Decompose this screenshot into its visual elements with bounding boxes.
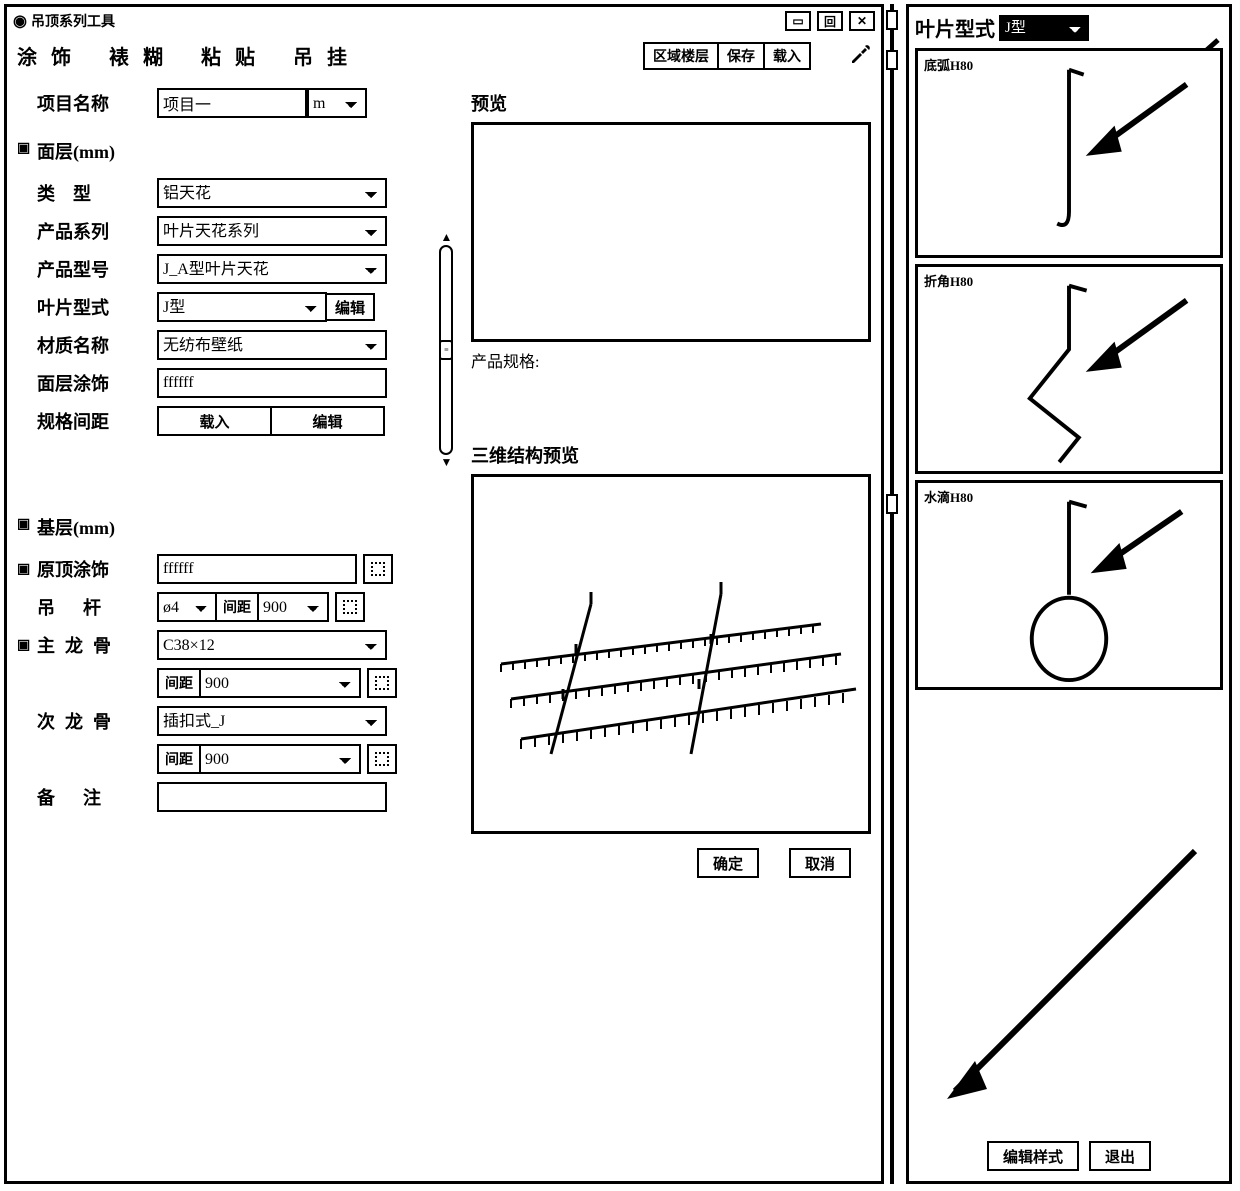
base-check[interactable]: ▣ [17,516,37,533]
card-2-label: 折角H80 [924,271,973,290]
orig-finish-config-button[interactable] [363,554,393,584]
splitter[interactable] [888,4,902,1184]
blade-style-panel: 叶片型式 J型 底弧H80 折角H80 水滴H80 [906,4,1232,1184]
hanger-config-button[interactable] [335,592,365,622]
form-panel: 项目名称 m ▣ 面层(mm) 类型 铝天花 产品系列 叶片天花系列 [17,80,431,878]
main-keel-spacing-label: 间距 [157,668,201,698]
material-label: 材质名称 [37,332,157,358]
preview-panel: 预览 产品规格: 三维结构预览 [461,80,871,878]
sub-keel-config-button[interactable] [367,744,397,774]
sub-keel-select[interactable]: 插扣式_J [157,706,387,736]
maximize-button[interactable]: 回 [817,11,843,31]
sub-keel-label: 次龙骨 [37,708,157,734]
exit-button[interactable]: 退出 [1089,1141,1151,1171]
orig-finish-check[interactable]: ▣ [17,561,37,578]
model-select[interactable]: J_A型叶片天花 [157,254,387,284]
tab-paste[interactable]: 裱糊 [109,41,177,70]
struct-preview-box [471,474,871,834]
cancel-button[interactable]: 取消 [789,848,851,878]
preview-title: 预览 [471,90,871,116]
model-label: 产品型号 [37,256,157,282]
slider-up-icon[interactable]: ▲ [440,230,452,245]
load-button[interactable]: 载入 [765,42,811,70]
style-card-3[interactable]: 水滴H80 [915,480,1223,690]
side-style-select[interactable]: J型 [999,15,1089,41]
style-card-1[interactable]: 底弧H80 [915,48,1223,258]
save-button[interactable]: 保存 [719,42,765,70]
hanger-diam-select[interactable]: ø4 [157,592,217,622]
main-keel-config-button[interactable] [367,668,397,698]
main-keel-spacing-select[interactable]: 900 [201,668,361,698]
style-card-2[interactable]: 折角H80 [915,264,1223,474]
blade-style-select[interactable]: J型 [157,292,327,322]
close-button[interactable]: ✕ [849,11,875,31]
main-window: ◉ 吊顶系列工具 ▭ 回 ✕ 涂饰 裱糊 粘贴 吊挂 区域楼层 保存 载入 项目… [4,4,884,1184]
type-label: 类型 [37,180,157,206]
card-3-label: 水滴H80 [924,487,973,506]
app-icon: ◉ [13,11,27,31]
spec-spacing-label: 规格间距 [37,408,157,434]
surface-section-title: 面层(mm) [37,138,115,164]
titlebar: ◉ 吊顶系列工具 ▭ 回 ✕ [7,7,881,35]
region-floor-button[interactable]: 区域楼层 [643,42,719,70]
surface-finish-input[interactable] [157,368,387,398]
surface-finish-label: 面层涂饰 [37,370,157,396]
product-spec-label: 产品规格: [471,348,871,372]
eyedropper-icon[interactable] [849,42,871,70]
blade-style-label: 叶片型式 [37,294,157,320]
base-section-title: 基层(mm) [37,514,115,540]
main-keel-label: 主龙骨 [37,632,157,658]
tabs-row: 涂饰 裱糊 粘贴 吊挂 区域楼层 保存 载入 [7,35,881,80]
tab-hang[interactable]: 吊挂 [293,41,361,70]
slider-down-icon[interactable]: ▼ [440,455,452,470]
sub-keel-spacing-select[interactable]: 900 [201,744,361,774]
hanger-spacing-select[interactable]: 900 [259,592,329,622]
orig-finish-input[interactable] [157,554,357,584]
tab-stick[interactable]: 粘贴 [201,41,269,70]
toolbar: 区域楼层 保存 载入 [643,42,811,70]
minimize-button[interactable]: ▭ [785,11,811,31]
preview-box [471,122,871,342]
vertical-slider[interactable]: ▲ ≡ ▼ [437,230,455,470]
series-label: 产品系列 [37,218,157,244]
project-name-input[interactable] [157,88,307,118]
notes-input[interactable] [157,782,387,812]
ok-button[interactable]: 确定 [697,848,759,878]
project-name-label: 项目名称 [37,90,157,116]
spec-edit-button[interactable]: 编辑 [270,406,385,436]
hanger-spacing-label: 间距 [217,592,259,622]
notes-label: 备注 [37,784,157,810]
window-title: 吊顶系列工具 [31,11,115,31]
series-select[interactable]: 叶片天花系列 [157,216,387,246]
struct-preview-title: 三维结构预览 [471,442,871,468]
main-keel-check[interactable]: ▣ [17,637,37,654]
orig-finish-label: 原顶涂饰 [37,556,157,582]
main-keel-select[interactable]: C38×12 [157,630,387,660]
edit-style-button[interactable]: 编辑样式 [987,1141,1079,1171]
blade-edit-button[interactable]: 编辑 [325,293,375,321]
spec-load-button[interactable]: 载入 [157,406,272,436]
big-callout-arrow-icon [915,831,1225,1131]
material-select[interactable]: 无纺布壁纸 [157,330,387,360]
surface-check[interactable]: ▣ [17,140,37,157]
hanger-label: 吊杆 [37,594,157,620]
grid-3d-icon [481,524,861,784]
tab-finish[interactable]: 涂饰 [17,41,85,70]
sub-keel-spacing-label: 间距 [157,744,201,774]
window-buttons: ▭ 回 ✕ [785,11,875,31]
project-unit-select[interactable]: m [307,88,367,118]
card-1-label: 底弧H80 [924,55,973,74]
type-select[interactable]: 铝天花 [157,178,387,208]
side-panel-title: 叶片型式 [915,13,995,42]
